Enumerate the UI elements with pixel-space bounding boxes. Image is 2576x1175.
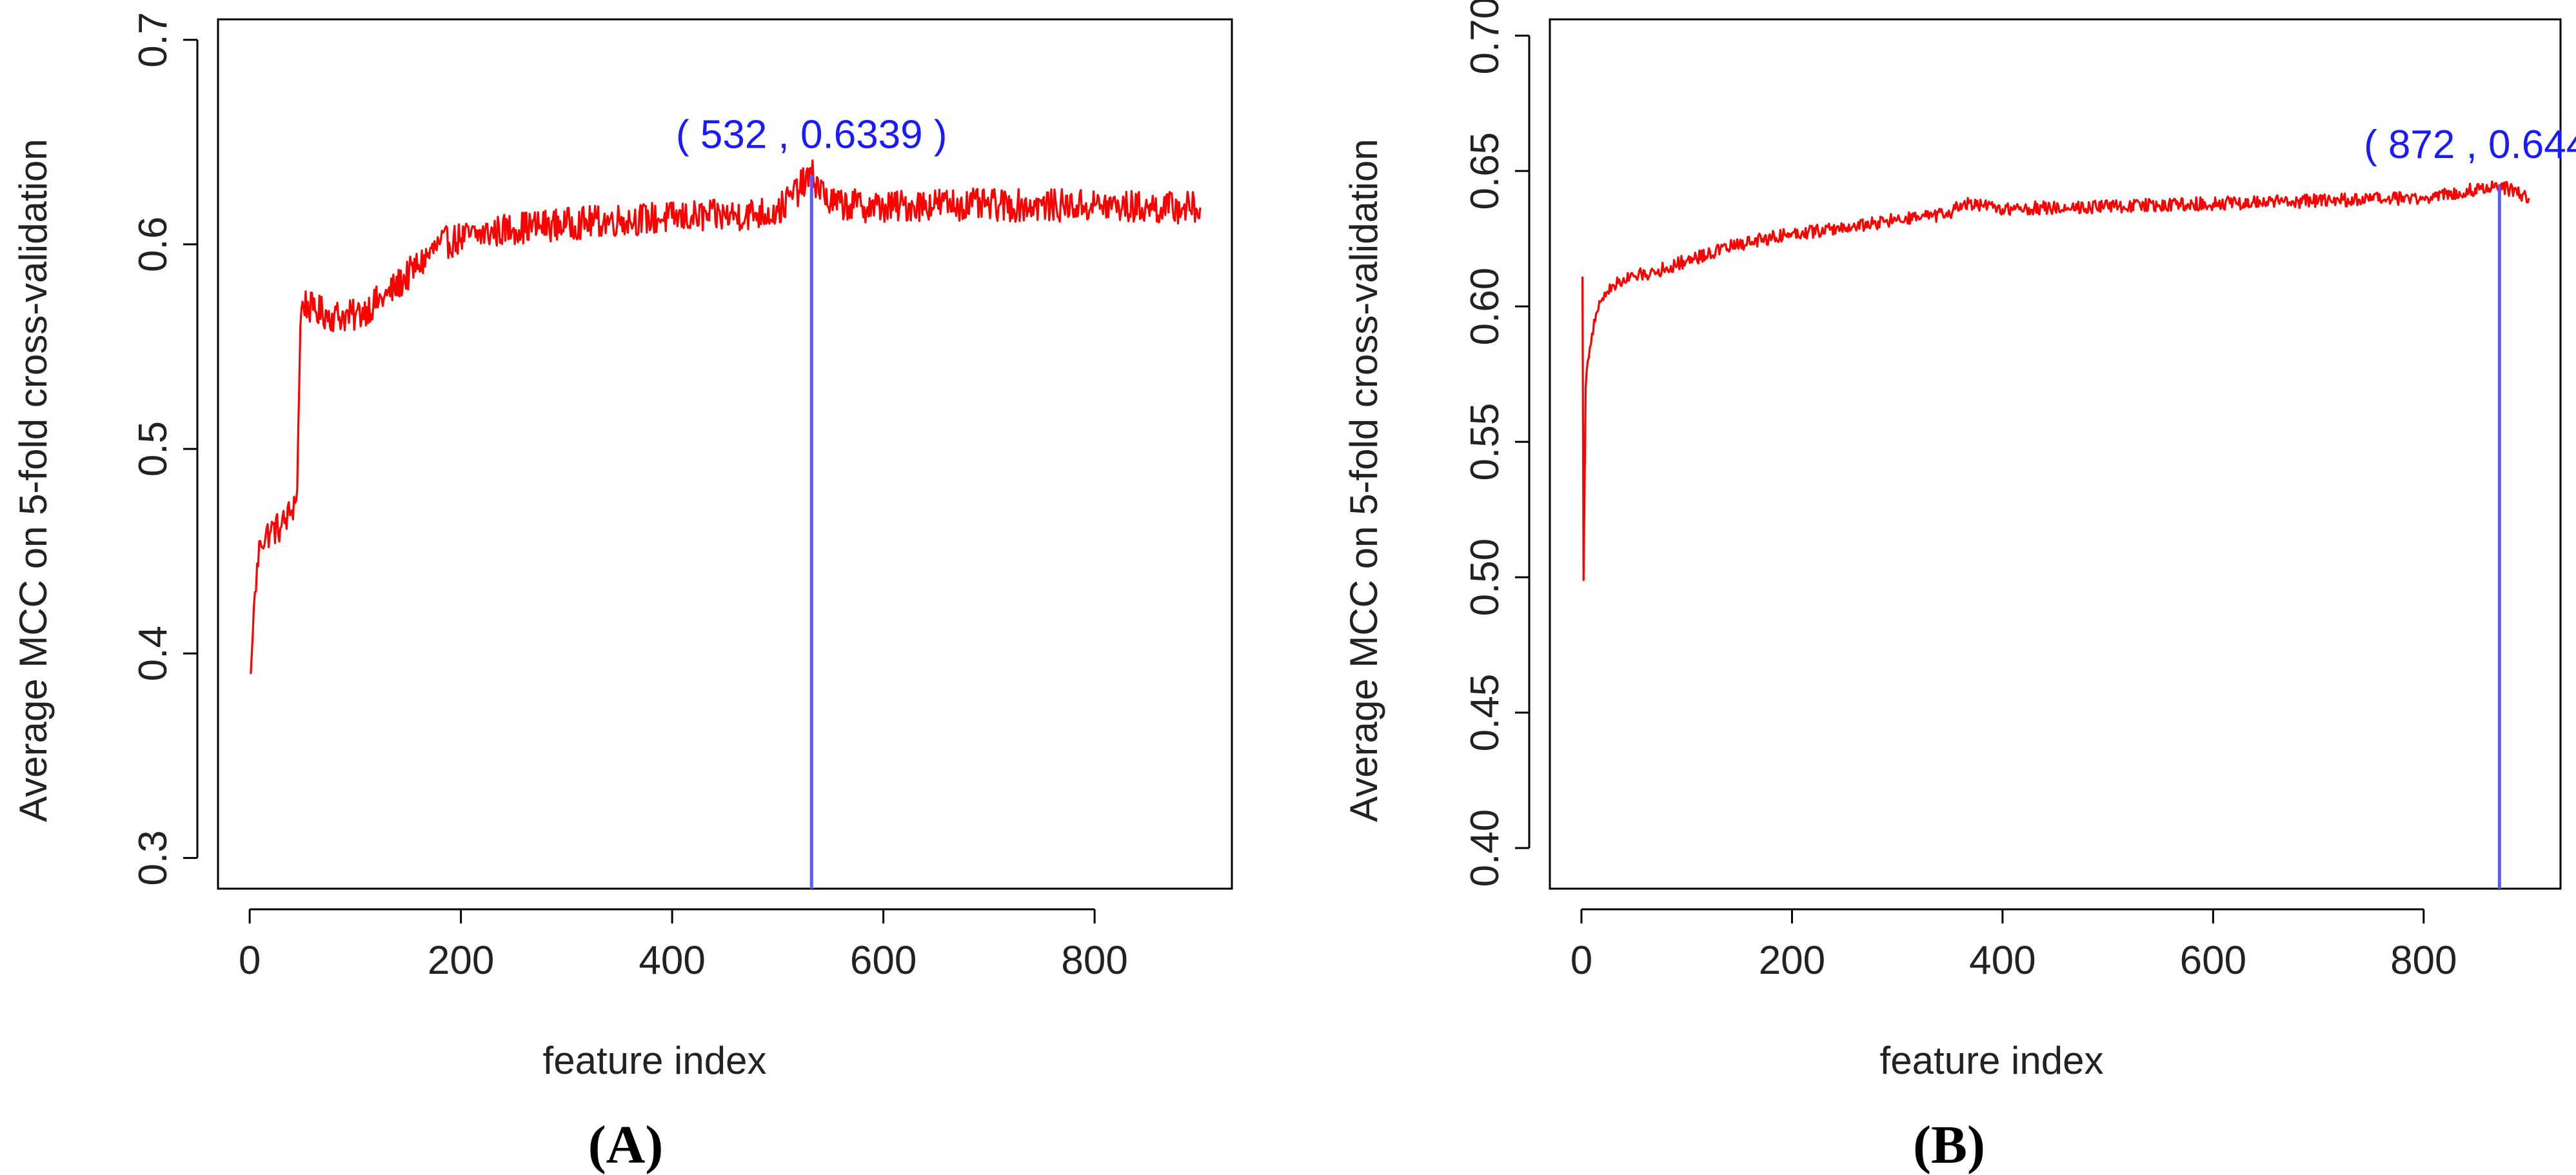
y-axis-title-a: Average MCC on 5-fold cross-validation [12, 139, 55, 822]
y-tick-label-a: 0.4 [131, 626, 175, 681]
x-tick-label-b: 200 [1759, 938, 1825, 983]
y-axis-title-text-b: Average MCC on 5-fold cross-validation [1342, 139, 1385, 822]
y-tick-label-b: 0.40 [1463, 809, 1507, 887]
y-tick-label-a: 0.5 [131, 421, 175, 477]
y-tick-label-a: 0.7 [131, 12, 175, 68]
chart-panel-b: Average MCC on 5-fold cross-validation f… [1342, 0, 2576, 1175]
y-tick-label-b: 0.70 [1463, 0, 1507, 75]
y-tick-label-b: 0.60 [1463, 268, 1507, 346]
x-tick-label-a: 400 [639, 938, 705, 983]
panel-label-b: (B) [1913, 1115, 1985, 1175]
y-tick-label-b: 0.50 [1463, 538, 1507, 617]
x-tick-label-a: 800 [1061, 938, 1127, 983]
x-tick-label-b: 0 [1570, 938, 1592, 983]
x-axis-title-b: feature index [1880, 1039, 2104, 1082]
mcc-curve-line-a [250, 159, 1202, 675]
x-tick-label-b: 800 [2390, 938, 2457, 983]
y-tick-label-b: 0.65 [1463, 132, 1507, 210]
optimum-annotation-b: ( 872 , 0.6448 ) [2364, 123, 2576, 167]
y-axis-title-b: Average MCC on 5-fold cross-validation [1342, 139, 1385, 822]
y-axis-title-text-a: Average MCC on 5-fold cross-validation [12, 139, 55, 822]
x-tick-label-a: 600 [850, 938, 916, 983]
y-tick-label-a: 0.3 [131, 830, 175, 885]
x-tick-label-b: 400 [1969, 938, 2036, 983]
optimum-annotation-a: ( 532 , 0.6339 ) [676, 112, 947, 157]
x-tick-label-a: 200 [428, 938, 494, 983]
x-tick-label-b: 600 [2180, 938, 2246, 983]
x-tick-label-a: 0 [239, 938, 261, 983]
mcc-curve-line-b [1581, 180, 2530, 581]
y-tick-label-b: 0.45 [1463, 674, 1507, 752]
y-tick-label-b: 0.55 [1463, 403, 1507, 481]
plot-frame-b [1549, 18, 2562, 890]
plot-frame-a [217, 18, 1233, 890]
chart-panel-a: Average MCC on 5-fold cross-validation f… [12, 12, 1233, 1175]
x-axis-title-a: feature index [543, 1039, 767, 1082]
y-tick-label-a: 0.6 [131, 217, 175, 272]
panel-label-a: (A) [588, 1115, 664, 1175]
